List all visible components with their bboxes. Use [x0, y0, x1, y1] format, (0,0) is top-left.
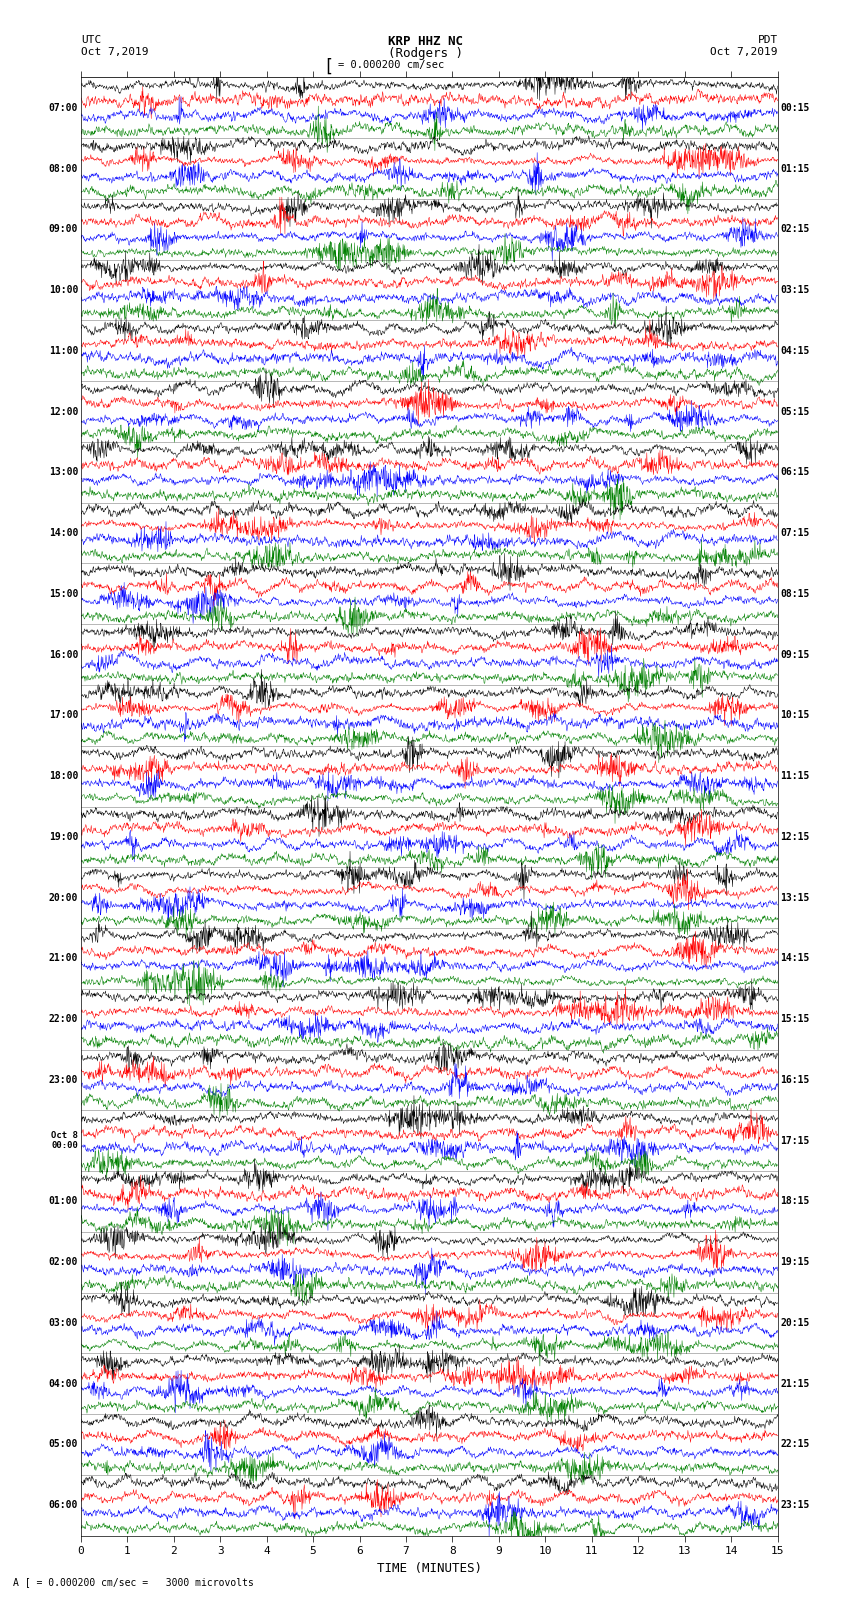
- Text: 20:15: 20:15: [780, 1318, 810, 1327]
- Text: 21:15: 21:15: [780, 1379, 810, 1389]
- Text: 15:00: 15:00: [48, 589, 78, 598]
- Text: UTC: UTC: [81, 35, 101, 45]
- Text: Oct 7,2019: Oct 7,2019: [81, 47, 148, 56]
- Text: 13:00: 13:00: [48, 468, 78, 477]
- Text: 14:15: 14:15: [780, 953, 810, 963]
- Text: 05:00: 05:00: [48, 1439, 78, 1450]
- Text: 04:15: 04:15: [780, 345, 810, 356]
- Text: 12:15: 12:15: [780, 832, 810, 842]
- Text: 07:15: 07:15: [780, 527, 810, 539]
- Text: 03:00: 03:00: [48, 1318, 78, 1327]
- Text: 02:15: 02:15: [780, 224, 810, 234]
- Text: = 0.000200 cm/sec: = 0.000200 cm/sec: [338, 60, 445, 69]
- Text: 10:00: 10:00: [48, 286, 78, 295]
- Text: 22:00: 22:00: [48, 1015, 78, 1024]
- Text: 23:15: 23:15: [780, 1500, 810, 1510]
- Text: 09:00: 09:00: [48, 224, 78, 234]
- Text: 06:15: 06:15: [780, 468, 810, 477]
- Text: 20:00: 20:00: [48, 892, 78, 903]
- Text: 14:00: 14:00: [48, 527, 78, 539]
- Text: 22:15: 22:15: [780, 1439, 810, 1450]
- Text: 13:15: 13:15: [780, 892, 810, 903]
- Text: 17:15: 17:15: [780, 1136, 810, 1145]
- Text: 19:15: 19:15: [780, 1257, 810, 1268]
- Text: 01:00: 01:00: [48, 1197, 78, 1207]
- Text: [: [: [323, 58, 333, 76]
- Text: 16:15: 16:15: [780, 1074, 810, 1086]
- Text: 08:00: 08:00: [48, 163, 78, 174]
- Text: Oct 8: Oct 8: [51, 1131, 78, 1140]
- Text: 18:00: 18:00: [48, 771, 78, 781]
- Text: 07:00: 07:00: [48, 103, 78, 113]
- Text: KRP HHZ NC: KRP HHZ NC: [388, 35, 462, 48]
- X-axis label: TIME (MINUTES): TIME (MINUTES): [377, 1561, 482, 1574]
- Text: 23:00: 23:00: [48, 1074, 78, 1086]
- Text: 21:00: 21:00: [48, 953, 78, 963]
- Text: 03:15: 03:15: [780, 286, 810, 295]
- Text: 19:00: 19:00: [48, 832, 78, 842]
- Text: 12:00: 12:00: [48, 406, 78, 416]
- Text: 00:00: 00:00: [51, 1140, 78, 1150]
- Text: 01:15: 01:15: [780, 163, 810, 174]
- Text: PDT: PDT: [757, 35, 778, 45]
- Text: 16:00: 16:00: [48, 650, 78, 660]
- Text: 06:00: 06:00: [48, 1500, 78, 1510]
- Text: 10:15: 10:15: [780, 710, 810, 721]
- Text: 02:00: 02:00: [48, 1257, 78, 1268]
- Text: 09:15: 09:15: [780, 650, 810, 660]
- Text: 05:15: 05:15: [780, 406, 810, 416]
- Text: 15:15: 15:15: [780, 1015, 810, 1024]
- Text: (Rodgers ): (Rodgers ): [388, 47, 462, 60]
- Text: 11:15: 11:15: [780, 771, 810, 781]
- Text: 08:15: 08:15: [780, 589, 810, 598]
- Text: A [ = 0.000200 cm/sec =   3000 microvolts: A [ = 0.000200 cm/sec = 3000 microvolts: [13, 1578, 253, 1587]
- Text: 17:00: 17:00: [48, 710, 78, 721]
- Text: Oct 7,2019: Oct 7,2019: [711, 47, 778, 56]
- Text: 04:00: 04:00: [48, 1379, 78, 1389]
- Text: 18:15: 18:15: [780, 1197, 810, 1207]
- Text: 11:00: 11:00: [48, 345, 78, 356]
- Text: 00:15: 00:15: [780, 103, 810, 113]
